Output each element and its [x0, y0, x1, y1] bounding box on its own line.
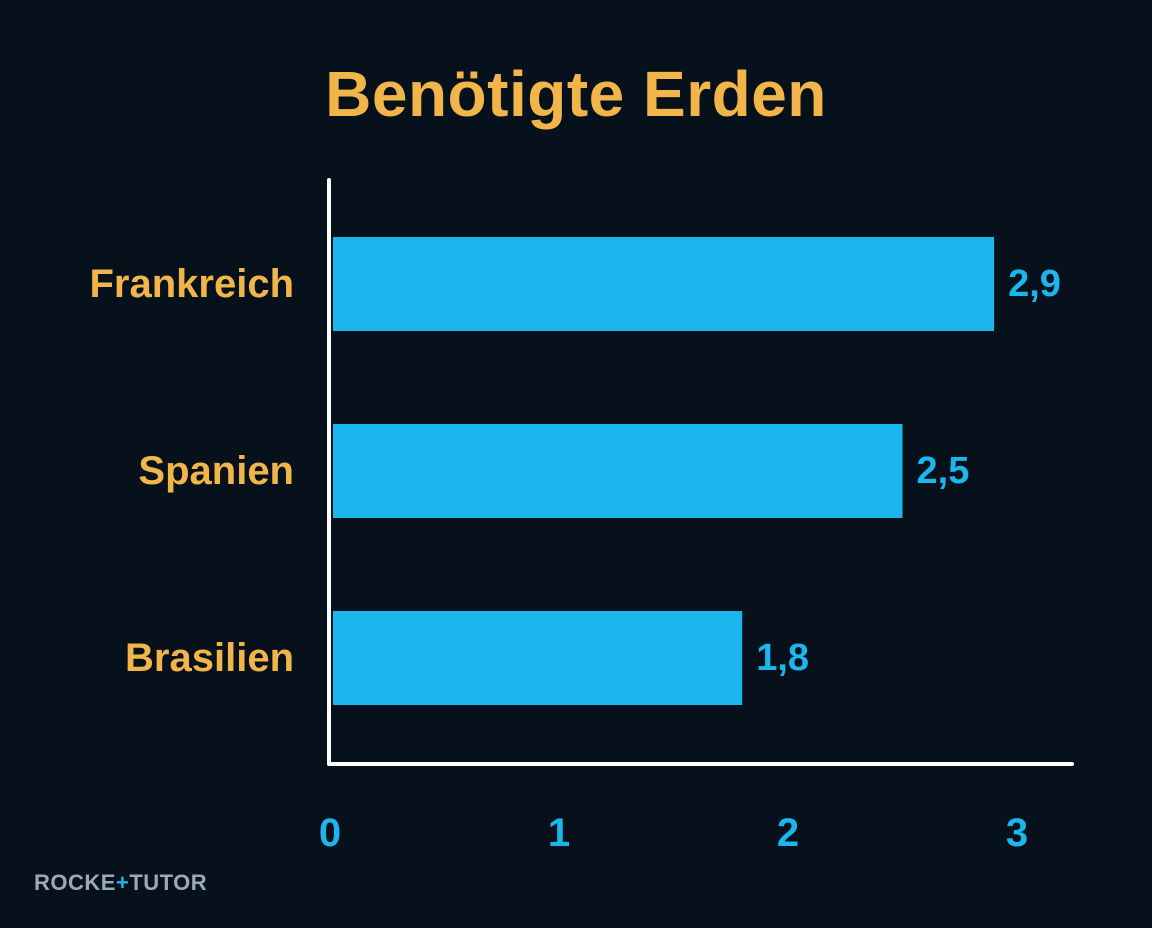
category-label-spanien: Spanien	[138, 449, 294, 493]
chart-title: Benötigte Erden	[325, 58, 827, 130]
logo-text-right: TUTOR	[129, 870, 208, 895]
logo-plus: +	[115, 870, 130, 895]
bar-frankreich	[333, 237, 995, 331]
logo-text-left: ROCKE	[34, 870, 116, 895]
x-tick-label-1: 1	[548, 811, 570, 855]
category-label-frankreich: Frankreich	[89, 262, 294, 306]
value-label-spanien: 2,5	[917, 450, 970, 492]
rockettutor-logo: ROCKE+TUTOR	[34, 872, 207, 894]
value-label-brasilien: 1,8	[756, 637, 809, 679]
x-tick-label-2: 2	[777, 811, 799, 855]
category-label-brasilien: Brasilien	[125, 636, 294, 680]
x-tick-label-3: 3	[1006, 811, 1028, 855]
bar-spanien	[333, 424, 903, 518]
value-label-frankreich: 2,9	[1008, 263, 1061, 305]
x-tick-label-0: 0	[319, 811, 341, 855]
bar-brasilien	[333, 611, 743, 705]
